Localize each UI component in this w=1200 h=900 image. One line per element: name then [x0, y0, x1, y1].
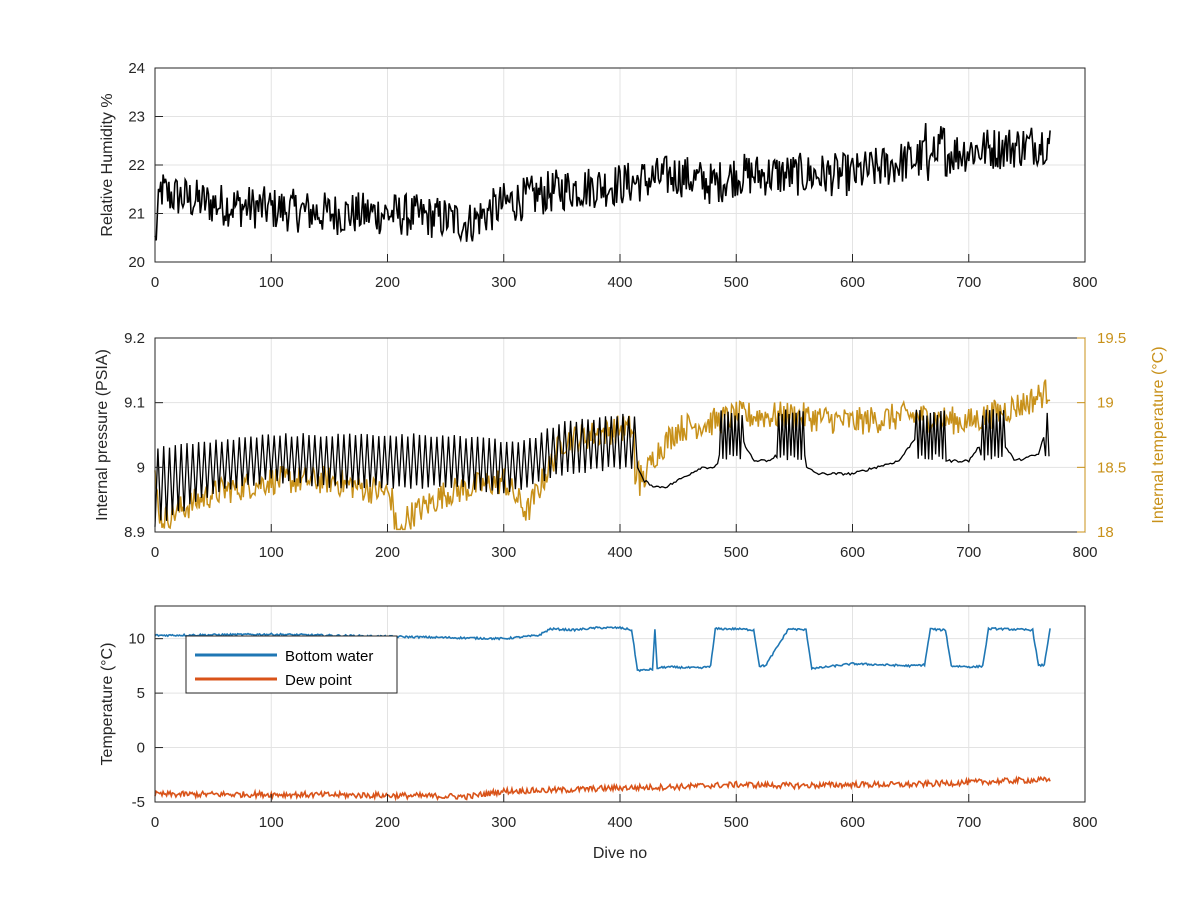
y-tick-label: 9	[137, 459, 145, 476]
y-tick-label: 10	[128, 631, 145, 648]
pressure-x-ticks: 0 100 200 300 400 500 600 700 800	[151, 524, 1098, 561]
x-tick-label: 100	[259, 544, 284, 561]
x-tick-label: 100	[259, 274, 284, 291]
pressure-panel: 0 100 200 300 400 500 600 700 800 8.999.19.2 181…	[94, 298, 1167, 563]
x-tick-label: 400	[607, 274, 632, 291]
x-tick-label: 800	[1072, 814, 1097, 831]
x-tick-label: 200	[375, 544, 400, 561]
series-line-internal-temperature	[154, 379, 1051, 531]
x-tick-label: 0	[151, 274, 159, 291]
x-tick-label: 0	[151, 814, 159, 831]
legend-box	[185, 635, 398, 694]
x-tick-label: 700	[956, 544, 981, 561]
y-tick-label: 24	[128, 60, 145, 77]
y2-tick-label: 19.5	[1097, 330, 1126, 347]
y-tick-label: 5	[137, 685, 145, 702]
y2-tick-label: 18	[1097, 524, 1114, 541]
y-tick-label: 9.2	[124, 330, 145, 347]
x-tick-label: 800	[1072, 274, 1097, 291]
overflow-mask	[154, 533, 1086, 563]
y-tick-label: 0	[137, 740, 145, 757]
y-tick-label: 9.1	[124, 395, 145, 412]
y-tick-label: 20	[128, 254, 145, 271]
series-line-relative-humidity	[154, 123, 1051, 243]
x-tick-label: 300	[491, 544, 516, 561]
temperature-lines	[154, 625, 1051, 802]
x-tick-label: 300	[491, 274, 516, 291]
x-tick-label: 600	[840, 274, 865, 291]
x-axis-label: Dive no	[593, 845, 647, 862]
x-tick-label: 200	[375, 814, 400, 831]
pressure-y-axis-label: Internal pressure (PSIA)	[94, 349, 111, 521]
x-tick-label: 500	[724, 274, 749, 291]
humidity-y-axis-label: Relative Humidity %	[99, 93, 116, 236]
internal-temperature-y-ticks: 18 18.5 19 19.5	[1077, 330, 1126, 541]
pressure-y-ticks: 8.9 9 9.1 9.2	[124, 330, 163, 541]
x-tick-label: 700	[956, 274, 981, 291]
x-tick-label: 0	[151, 544, 159, 561]
y-tick-label: 21	[128, 206, 145, 223]
temperature-y-axis-label: Temperature (°C)	[99, 643, 116, 766]
x-tick-label: 400	[607, 814, 632, 831]
y-tick-label: -5	[132, 794, 145, 811]
x-tick-label: 400	[607, 544, 632, 561]
x-tick-label: 600	[840, 544, 865, 561]
x-tick-label: 700	[956, 814, 981, 831]
x-tick-label: 800	[1072, 544, 1097, 561]
legend-label-bottom-water: Bottom water	[285, 648, 373, 665]
humidity-panel: 0 100 200 300 400 500 600 700 800 20 21 22 23 24 Rel…	[99, 60, 1098, 291]
series-line-bottom-water	[154, 625, 1051, 673]
legend-label-dew-point: Dew point	[285, 672, 353, 689]
y2-tick-label: 19	[1097, 395, 1114, 412]
temperature-x-ticks: 0 100 200 300 400 500 600 700 800	[151, 794, 1098, 831]
temperature-panel: 0 100 200 300 400 500 600 700 800 -5 0 5 10 Tempera…	[99, 605, 1098, 862]
y-tick-label: 8.9	[124, 524, 145, 541]
y-tick-label: 23	[128, 109, 145, 126]
pressure-lines	[154, 298, 1086, 563]
x-tick-label: 200	[375, 274, 400, 291]
x-tick-label: 300	[491, 814, 516, 831]
x-tick-label: 600	[840, 814, 865, 831]
legend: Bottom water Dew point	[185, 635, 398, 694]
overflow-mask	[154, 298, 1086, 338]
x-tick-label: 500	[724, 544, 749, 561]
y2-tick-label: 18.5	[1097, 459, 1126, 476]
y-tick-label: 22	[128, 157, 145, 174]
humidity-y-ticks: 20 21 22 23 24	[128, 60, 163, 271]
humidity-lines	[154, 123, 1051, 243]
internal-temperature-y-axis-label: Internal temperature (°C)	[1150, 346, 1167, 523]
x-tick-label: 500	[724, 814, 749, 831]
temperature-y-ticks: -5 0 5 10	[128, 631, 163, 811]
series-line-internal-pressure	[154, 409, 1050, 527]
series-line-dew-point	[154, 775, 1051, 802]
x-tick-label: 100	[259, 814, 284, 831]
humidity-x-ticks: 0 100 200 300 400 500 600 700 800	[151, 254, 1098, 291]
